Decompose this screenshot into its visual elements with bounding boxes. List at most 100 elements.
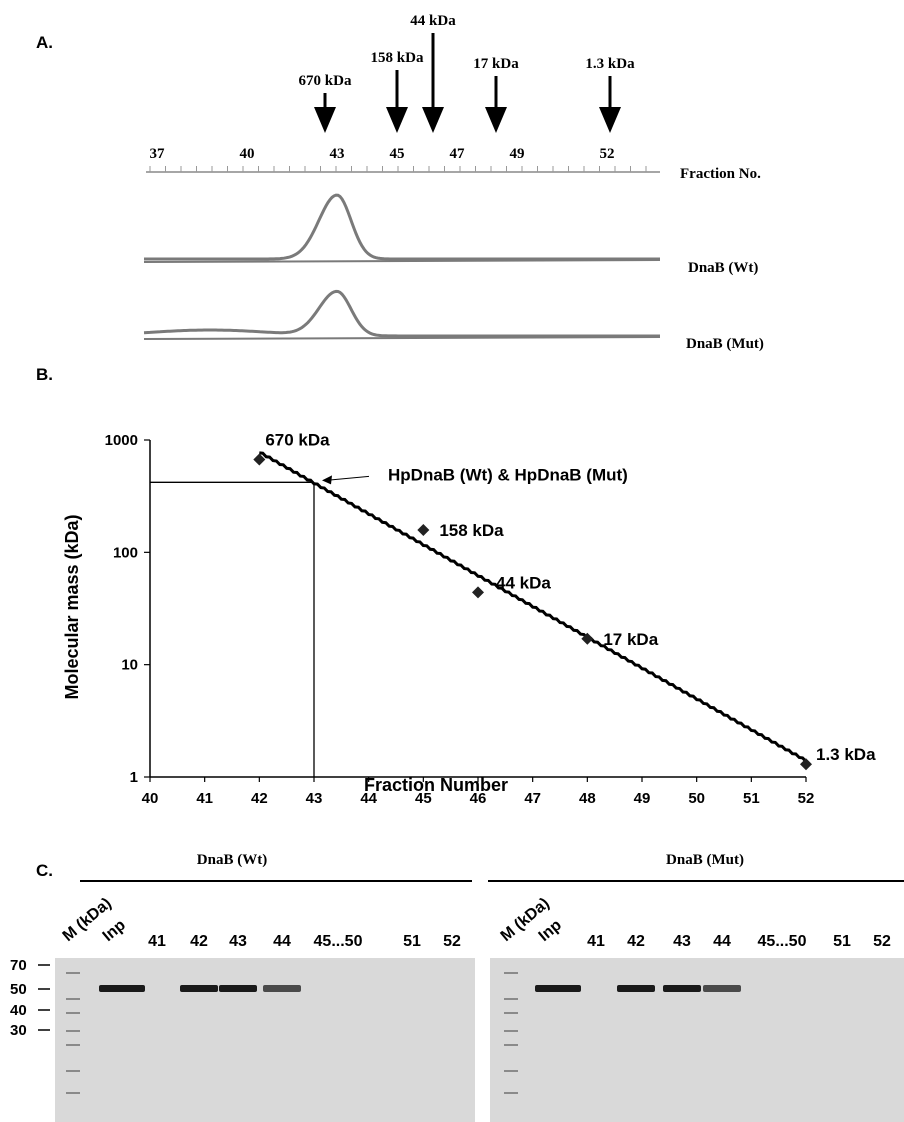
annotation-arrowhead <box>322 475 332 485</box>
y-tick-label: 1 <box>130 769 138 786</box>
x-tick-label: 46 <box>470 790 487 807</box>
arrow-head <box>386 107 408 133</box>
data-point-label: 17 kDa <box>603 630 658 649</box>
x-tick-label: 41 <box>196 790 213 807</box>
gel-wt: DnaB (Wt)M (kDa)Inp 41 42 43 44 45...50 51 52 <box>55 852 475 1122</box>
arrow-head <box>485 107 507 133</box>
ladder-band <box>504 998 518 1000</box>
ladder-band <box>66 1070 80 1072</box>
panel-a-label: A. <box>36 33 53 52</box>
ladder-band <box>504 1030 518 1032</box>
fraction-tick-label: 40 <box>240 146 255 162</box>
y-tick-labels: 1 10 100 1000 <box>105 432 150 786</box>
protein-band <box>219 985 257 992</box>
protein-band <box>617 985 655 992</box>
lane-label: 42 <box>190 933 208 950</box>
guide-lines <box>150 481 315 777</box>
ladder-band <box>504 1070 518 1072</box>
data-points <box>253 453 812 771</box>
fraction-tick-label: 47 <box>450 146 466 162</box>
data-point <box>417 524 430 537</box>
marker-arrow-3: 17 kDa <box>473 56 519 133</box>
data-point <box>581 632 594 645</box>
y-tick-label: 1000 <box>105 432 138 449</box>
data-point <box>253 453 266 466</box>
gel-title: DnaB (Mut) <box>666 852 744 868</box>
ladder-band <box>66 1092 80 1094</box>
ladder-band <box>66 1030 80 1032</box>
gel-image <box>55 958 475 1122</box>
fraction-tick-label: 37 <box>150 146 166 162</box>
ladder-band <box>504 1012 518 1014</box>
data-point-label: 44 kDa <box>496 573 551 592</box>
mw-marker-label: 30 <box>10 1022 27 1039</box>
marker-arrow-1: 158 kDa <box>371 50 424 133</box>
panel-b-calibration-chart: B. 40 41 42 43 44 45 46 47 48 49 50 51 52 1 10 100 1000… <box>36 365 876 807</box>
mw-marker-label: 70 <box>10 957 27 974</box>
ladder-band <box>66 1044 80 1046</box>
ladder-band <box>66 998 80 1000</box>
ladder-band <box>504 1044 518 1046</box>
x-tick-label: 45 <box>415 790 432 807</box>
fit-line-path <box>259 451 808 763</box>
ladder-band <box>66 1012 80 1014</box>
x-tick-labels: 40 41 42 43 44 45 46 47 48 49 50 51 52 <box>142 777 814 807</box>
x-tick-label: 51 <box>743 790 760 807</box>
protein-band <box>180 985 218 992</box>
lane-label: 51 <box>833 933 851 950</box>
fraction-tick-labels: 37 40 43 45 47 49 52 <box>150 146 615 162</box>
panel-c-label: C. <box>36 861 53 880</box>
fraction-tick-label: 52 <box>600 146 615 162</box>
marker-arrow-2: 44 kDa <box>410 13 456 133</box>
fraction-axis-label: Fraction No. <box>680 166 761 182</box>
y-tick-label: 100 <box>113 544 138 561</box>
panel-c-gels: C. DnaB (Wt)M (kDa)Inp 41 42 43 44 45...50 51 5… <box>10 852 904 1122</box>
trace-wt <box>144 193 660 261</box>
protein-band <box>99 985 145 992</box>
mw-scale: 70 50 40 30 <box>10 957 50 1039</box>
lane-label: 44 <box>273 933 291 950</box>
gel-title: DnaB (Wt) <box>197 852 267 868</box>
lane-label: 52 <box>873 933 891 950</box>
elution-traces <box>143 193 661 340</box>
marker-label: 44 kDa <box>410 13 456 29</box>
lane-label: 41 <box>148 933 166 950</box>
x-tick-label: 40 <box>142 790 159 807</box>
trace-mut <box>143 289 660 338</box>
data-point-labels: 670 kDa 158 kDa 44 kDa 17 kDa 1.3 kDa <box>265 431 876 765</box>
lane-label: 45...50 <box>314 933 363 950</box>
ladder-band <box>504 972 518 974</box>
lane-label: 45...50 <box>758 933 807 950</box>
trace-label-mut: DnaB (Mut) <box>686 336 764 352</box>
fraction-tick-label: 43 <box>330 146 345 162</box>
data-point <box>472 586 484 599</box>
fraction-ruler <box>146 166 660 173</box>
x-tick-label: 50 <box>688 790 705 807</box>
lane-label: Inp <box>100 916 129 945</box>
arrow-head <box>599 107 621 133</box>
fraction-tick-label: 45 <box>390 146 405 162</box>
annotation: HpDnaB (Wt) & HpDnaB (Mut) <box>322 465 628 485</box>
fit-line <box>259 451 808 763</box>
data-point-label: 670 kDa <box>265 431 330 450</box>
lane-label: 42 <box>627 933 645 950</box>
x-tick-label: 44 <box>360 790 377 807</box>
arrow-head <box>422 107 444 133</box>
marker-label: 158 kDa <box>371 50 424 66</box>
marker-label: 1.3 kDa <box>585 56 635 72</box>
marker-arrow-0: 670 kDa <box>299 73 352 133</box>
protein-band <box>535 985 581 992</box>
y-tick-label: 10 <box>121 657 138 674</box>
marker-label: 17 kDa <box>473 56 519 72</box>
lane-label: 44 <box>713 933 731 950</box>
x-tick-label: 43 <box>306 790 323 807</box>
marker-arrows: 670 kDa 158 kDa 44 kDa 17 kDa 1.3 kDa <box>299 13 635 133</box>
annotation-arrow <box>325 475 370 481</box>
lane-label: Inp <box>536 916 565 945</box>
gel-mut: DnaB (Mut)M (kDa)Inp 41 42 43 44 45...50 51 52 <box>488 852 904 1122</box>
marker-label: 670 kDa <box>299 73 352 89</box>
lane-label: 51 <box>403 933 421 950</box>
data-point-label: 158 kDa <box>439 521 504 540</box>
panel-b-label: B. <box>36 365 53 384</box>
x-tick-label: 48 <box>579 790 596 807</box>
